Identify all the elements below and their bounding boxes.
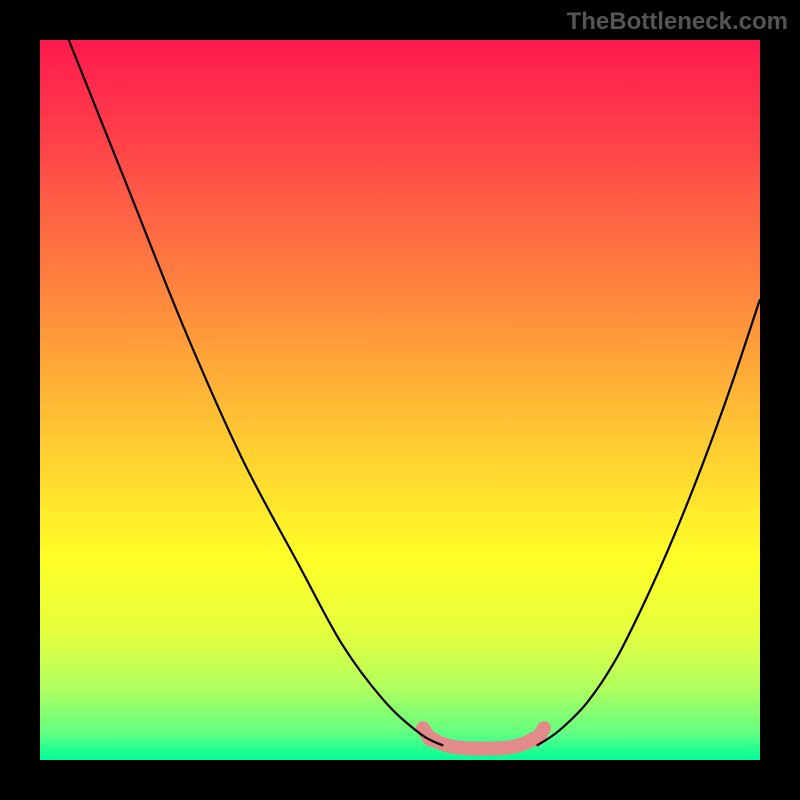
plot-area: [40, 40, 760, 760]
curve-layer: [40, 40, 760, 760]
chart-frame: TheBottleneck.com: [0, 0, 800, 800]
valley-marker: [429, 737, 537, 749]
watermark-text: TheBottleneck.com: [567, 8, 788, 36]
right-curve: [537, 299, 760, 745]
left-curve: [69, 40, 443, 746]
